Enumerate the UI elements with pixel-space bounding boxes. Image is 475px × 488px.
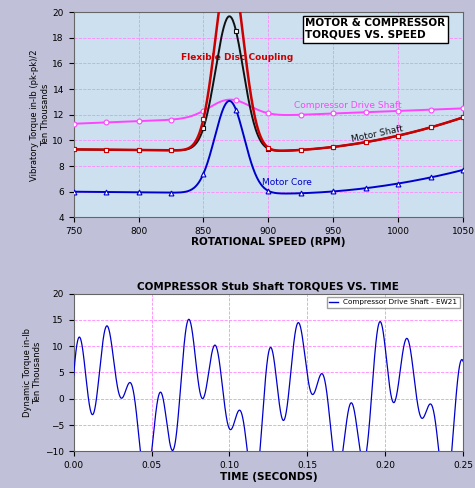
Y-axis label: Vibratory Torque in-lb (pk-pk)/2
Ten Thousands: Vibratory Torque in-lb (pk-pk)/2 Ten Tho… — [30, 49, 49, 181]
Text: MOTOR & COMPRESSOR
TORQUES VS. SPEED: MOTOR & COMPRESSOR TORQUES VS. SPEED — [305, 19, 446, 40]
Legend: Compressor Drive Shaft - EW21: Compressor Drive Shaft - EW21 — [327, 297, 459, 307]
Y-axis label: Dynamic Torque in-lb
Ten Thousands: Dynamic Torque in-lb Ten Thousands — [23, 328, 42, 417]
X-axis label: ROTATIONAL SPEED (RPM): ROTATIONAL SPEED (RPM) — [191, 238, 346, 247]
Text: Motor Shaft: Motor Shaft — [350, 124, 404, 143]
Text: Flexible Disc Coupling: Flexible Disc Coupling — [181, 53, 294, 61]
X-axis label: TIME (SECONDS): TIME (SECONDS) — [219, 471, 317, 482]
Text: Compressor Drive Shaft: Compressor Drive Shaft — [294, 101, 402, 110]
Title: COMPRESSOR Stub Shaft TORQUES VS. TIME: COMPRESSOR Stub Shaft TORQUES VS. TIME — [137, 282, 399, 291]
Text: Motor Core: Motor Core — [262, 178, 312, 187]
